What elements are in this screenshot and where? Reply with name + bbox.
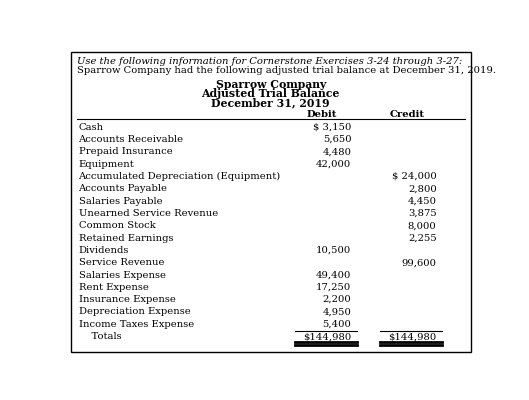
Text: Sparrow Company had the following adjusted trial balance at December 31, 2019.: Sparrow Company had the following adjust… [77,66,496,76]
Text: Depreciation Expense: Depreciation Expense [78,308,190,316]
Text: Insurance Expense: Insurance Expense [78,295,176,304]
Text: Totals: Totals [78,332,121,341]
Text: 49,400: 49,400 [316,270,351,280]
Text: Service Revenue: Service Revenue [78,258,164,267]
Text: 4,950: 4,950 [323,308,351,316]
Text: $144,980: $144,980 [303,332,351,341]
Text: Unearned Service Revenue: Unearned Service Revenue [78,209,218,218]
Text: Sparrow Company: Sparrow Company [215,79,326,90]
Text: 5,650: 5,650 [323,135,351,144]
Text: 10,500: 10,500 [316,246,351,255]
Text: Debit: Debit [307,110,337,119]
Text: Accumulated Depreciation (Equipment): Accumulated Depreciation (Equipment) [78,172,281,181]
Text: 5,400: 5,400 [323,320,351,329]
Text: Dividends: Dividends [78,246,129,255]
Text: Accounts Payable: Accounts Payable [78,184,168,193]
Text: Adjusted Trial Balance: Adjusted Trial Balance [202,88,340,99]
Text: Use the following information for Cornerstone Exercises 3-24 through 3-27:: Use the following information for Corner… [77,57,462,66]
Text: 2,800: 2,800 [408,184,436,193]
Text: $ 24,000: $ 24,000 [392,172,436,181]
Text: Credit: Credit [390,110,425,119]
Text: Prepaid Insurance: Prepaid Insurance [78,147,172,156]
Text: 2,255: 2,255 [408,234,436,242]
Text: 4,450: 4,450 [407,197,436,206]
Text: Salaries Payable: Salaries Payable [78,197,162,206]
Text: December 31, 2019: December 31, 2019 [212,97,330,108]
Text: 2,200: 2,200 [323,295,351,304]
Text: $ 3,150: $ 3,150 [313,123,351,132]
Text: 3,875: 3,875 [408,209,436,218]
Text: 17,250: 17,250 [316,283,351,292]
Text: Equipment: Equipment [78,160,134,169]
Text: Income Taxes Expense: Income Taxes Expense [78,320,194,329]
FancyBboxPatch shape [71,52,471,352]
Text: Salaries Expense: Salaries Expense [78,270,166,280]
Text: $144,980: $144,980 [388,332,436,341]
Text: Cash: Cash [78,123,104,132]
Text: 4,480: 4,480 [322,147,351,156]
Text: Rent Expense: Rent Expense [78,283,149,292]
Text: Accounts Receivable: Accounts Receivable [78,135,184,144]
Text: Common Stock: Common Stock [78,221,156,230]
Text: Retained Earnings: Retained Earnings [78,234,173,242]
Text: 99,600: 99,600 [402,258,436,267]
Text: 42,000: 42,000 [316,160,351,169]
Text: 8,000: 8,000 [408,221,436,230]
